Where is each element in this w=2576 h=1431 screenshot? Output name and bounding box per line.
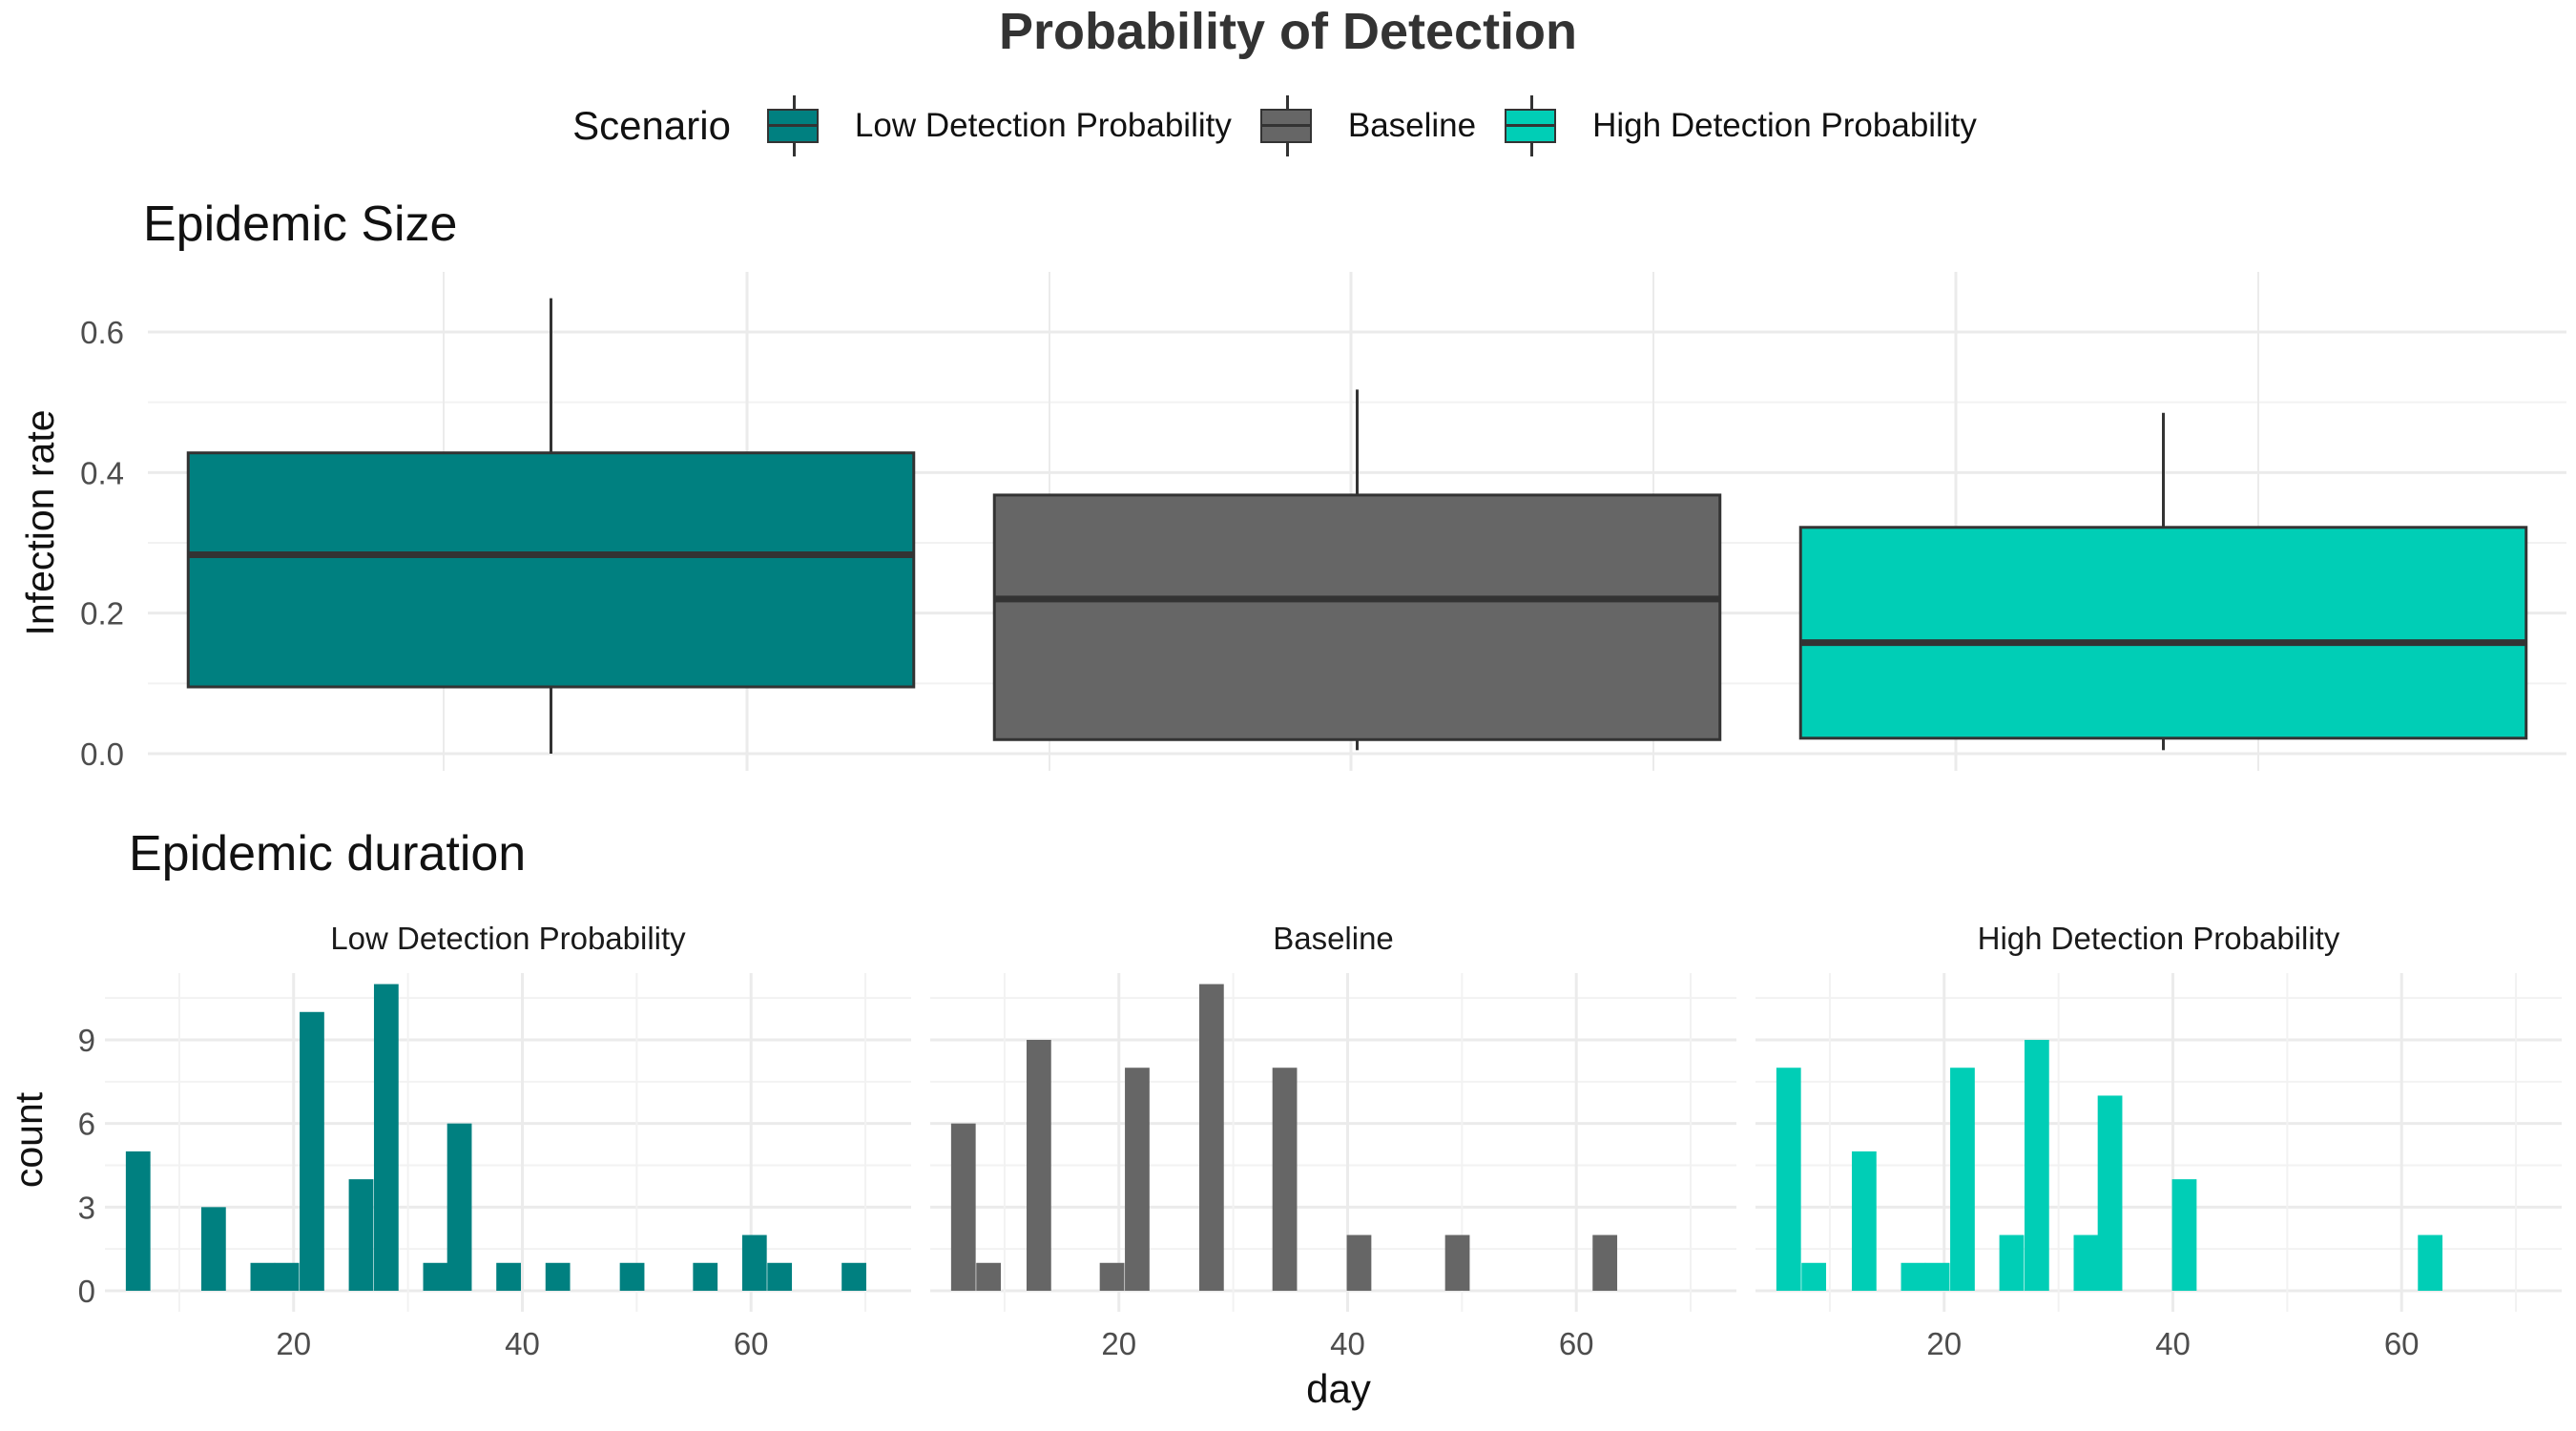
x-tick-label: 60 (2384, 1326, 2420, 1361)
x-tick-label: 60 (734, 1326, 769, 1361)
histogram-bar (496, 1262, 521, 1291)
histogram-bar (1950, 1068, 1975, 1291)
histogram-bar (2073, 1234, 2099, 1291)
legend-key-baseline (1258, 95, 1316, 156)
y-tick-label: 0.4 (80, 455, 124, 490)
chart-title: Probability of Detection (998, 3, 1578, 60)
legend-label-low: Low Detection Probability (854, 107, 1232, 144)
y-axis-title-count: count (7, 1091, 51, 1188)
histogram-bar (976, 1262, 1002, 1291)
y-tick-label: 9 (78, 1023, 95, 1058)
histogram-panel: Epidemic duration count day 0 3 6 9 Low Detecti… (7, 826, 2562, 1411)
histogram-bar (1999, 1234, 2025, 1291)
box-body (186, 451, 916, 689)
histogram-bar (1801, 1262, 1827, 1291)
histogram-bar (1125, 1068, 1150, 1291)
histogram-bar (274, 1262, 300, 1291)
histogram-bar (348, 1179, 374, 1291)
histogram-bar (1444, 1234, 1470, 1291)
histogram-bar (741, 1234, 767, 1291)
box-body (1798, 526, 2528, 740)
box-1 (992, 389, 1722, 751)
facet-1: Baseline 20 40 60 (930, 921, 1736, 1361)
y-axis-title: Infection rate (18, 409, 62, 635)
panel-title-epidemic-duration: Epidemic duration (129, 826, 526, 881)
y-tick-label: 3 (78, 1190, 95, 1225)
legend-item-low: Low Detection Probability (765, 95, 1232, 156)
histogram-bar (200, 1207, 226, 1291)
histogram-bar (693, 1262, 718, 1291)
histogram-bar (1851, 1151, 1877, 1291)
histogram-bar (841, 1262, 866, 1291)
boxplot-panel: 0.0 0.2 0.4 0.6 Infection rate Epidemic Size (18, 197, 2566, 772)
histogram-bar (300, 1011, 324, 1291)
x-tick-label: 40 (505, 1326, 540, 1361)
box-0 (186, 298, 916, 754)
legend: Scenario Low Detection Probability Basel… (0, 95, 2576, 156)
facet-0: Low Detection Probability 20 40 60 (105, 921, 911, 1361)
legend-item-high: High Detection Probability (1503, 95, 1977, 156)
facet-strip-label: High Detection Probability (1978, 921, 2340, 956)
histogram-bar (423, 1262, 448, 1291)
histogram-bar (619, 1262, 645, 1291)
box-2 (1798, 412, 2528, 751)
histogram-bar (950, 1123, 976, 1291)
x-tick-label: 20 (276, 1326, 311, 1361)
histogram-bar (2418, 1234, 2443, 1291)
histogram-bar (1924, 1262, 1950, 1291)
facet-2: High Detection Probability 20 40 60 (1755, 921, 2562, 1361)
x-tick-label: 40 (2155, 1326, 2191, 1361)
y-tick-label: 0.2 (80, 596, 124, 632)
histogram-bar (1272, 1068, 1298, 1291)
x-tick-label: 20 (1926, 1326, 1962, 1361)
histogram-bar (2024, 1040, 2049, 1291)
box-body (992, 493, 1722, 741)
x-tick-label: 40 (1330, 1326, 1365, 1361)
legend-key-low (765, 95, 822, 156)
legend-title: Scenario (572, 103, 731, 148)
histogram-bar (1592, 1234, 1618, 1291)
histogram-bar (2097, 1095, 2123, 1291)
histogram-bar (125, 1151, 151, 1291)
histogram-bar (545, 1262, 571, 1291)
histogram-bar (447, 1123, 472, 1291)
legend-label-baseline: Baseline (1347, 107, 1477, 144)
histogram-bar (767, 1262, 793, 1291)
histogram-bar (1099, 1262, 1125, 1291)
histogram-bar (1198, 984, 1224, 1291)
y-tick-label: 0.6 (80, 315, 124, 350)
histogram-bar (1776, 1068, 1801, 1291)
histogram-bar (373, 984, 399, 1291)
x-tick-label: 20 (1101, 1326, 1136, 1361)
x-axis-title: day (1306, 1366, 1371, 1411)
panel-title-epidemic-size: Epidemic Size (143, 197, 457, 252)
histogram-bar (1901, 1262, 1926, 1291)
x-tick-label: 60 (1559, 1326, 1594, 1361)
histogram-bar (1026, 1040, 1051, 1291)
histogram-bar (2171, 1179, 2197, 1291)
y-tick-label: 0 (78, 1274, 95, 1309)
y-tick-label: 0.0 (80, 736, 124, 772)
y-tick-label: 6 (78, 1107, 95, 1142)
histogram-bar (250, 1262, 276, 1291)
legend-item-baseline: Baseline (1258, 95, 1476, 156)
legend-label-high: High Detection Probability (1592, 107, 1977, 144)
legend-key-high (1503, 95, 1560, 156)
facet-strip-label: Low Detection Probability (330, 921, 686, 956)
facet-strip-label: Baseline (1273, 921, 1394, 956)
histogram-bar (1346, 1234, 1372, 1291)
